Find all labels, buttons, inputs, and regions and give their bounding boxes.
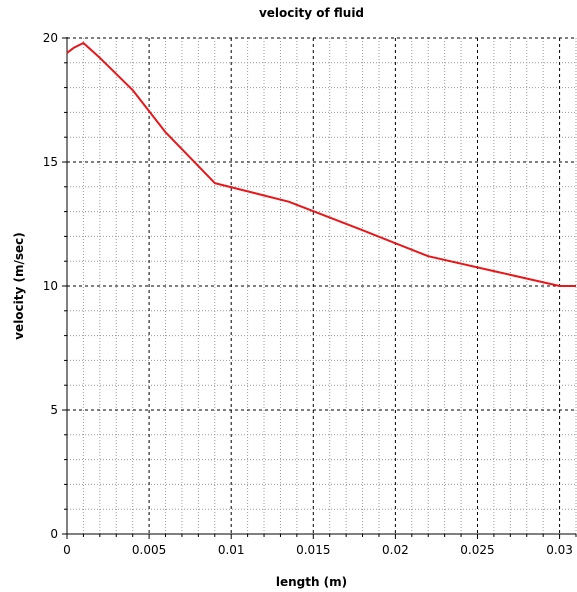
x-axis-label: length (m) [276, 575, 347, 589]
series-layer [66, 42, 576, 287]
x-tick-label: 0.015 [296, 543, 330, 557]
y-axis-label: velocity (m/sec) [12, 232, 26, 340]
x-tick-label: 0.005 [132, 543, 166, 557]
y-tick-label: 5 [50, 403, 58, 417]
axis-ticks: 0 0.005 0.01 0.015 0.02 0.025 0.03 0 5 10 15 20 [43, 31, 577, 557]
minor-grid [67, 38, 577, 534]
x-tick-label: 0.03 [546, 543, 573, 557]
x-tick-label: 0 [63, 543, 71, 557]
x-tick-label: 0.01 [218, 543, 245, 557]
chart-title: velocity of fluid [259, 6, 364, 20]
series-line [66, 42, 576, 287]
y-tick-label: 0 [50, 527, 58, 541]
y-tick-label: 15 [43, 155, 58, 169]
y-tick-label: 10 [43, 279, 58, 293]
x-tick-label: 0.02 [382, 543, 409, 557]
x-tick-label: 0.025 [460, 543, 494, 557]
y-tick-label: 20 [43, 31, 58, 45]
